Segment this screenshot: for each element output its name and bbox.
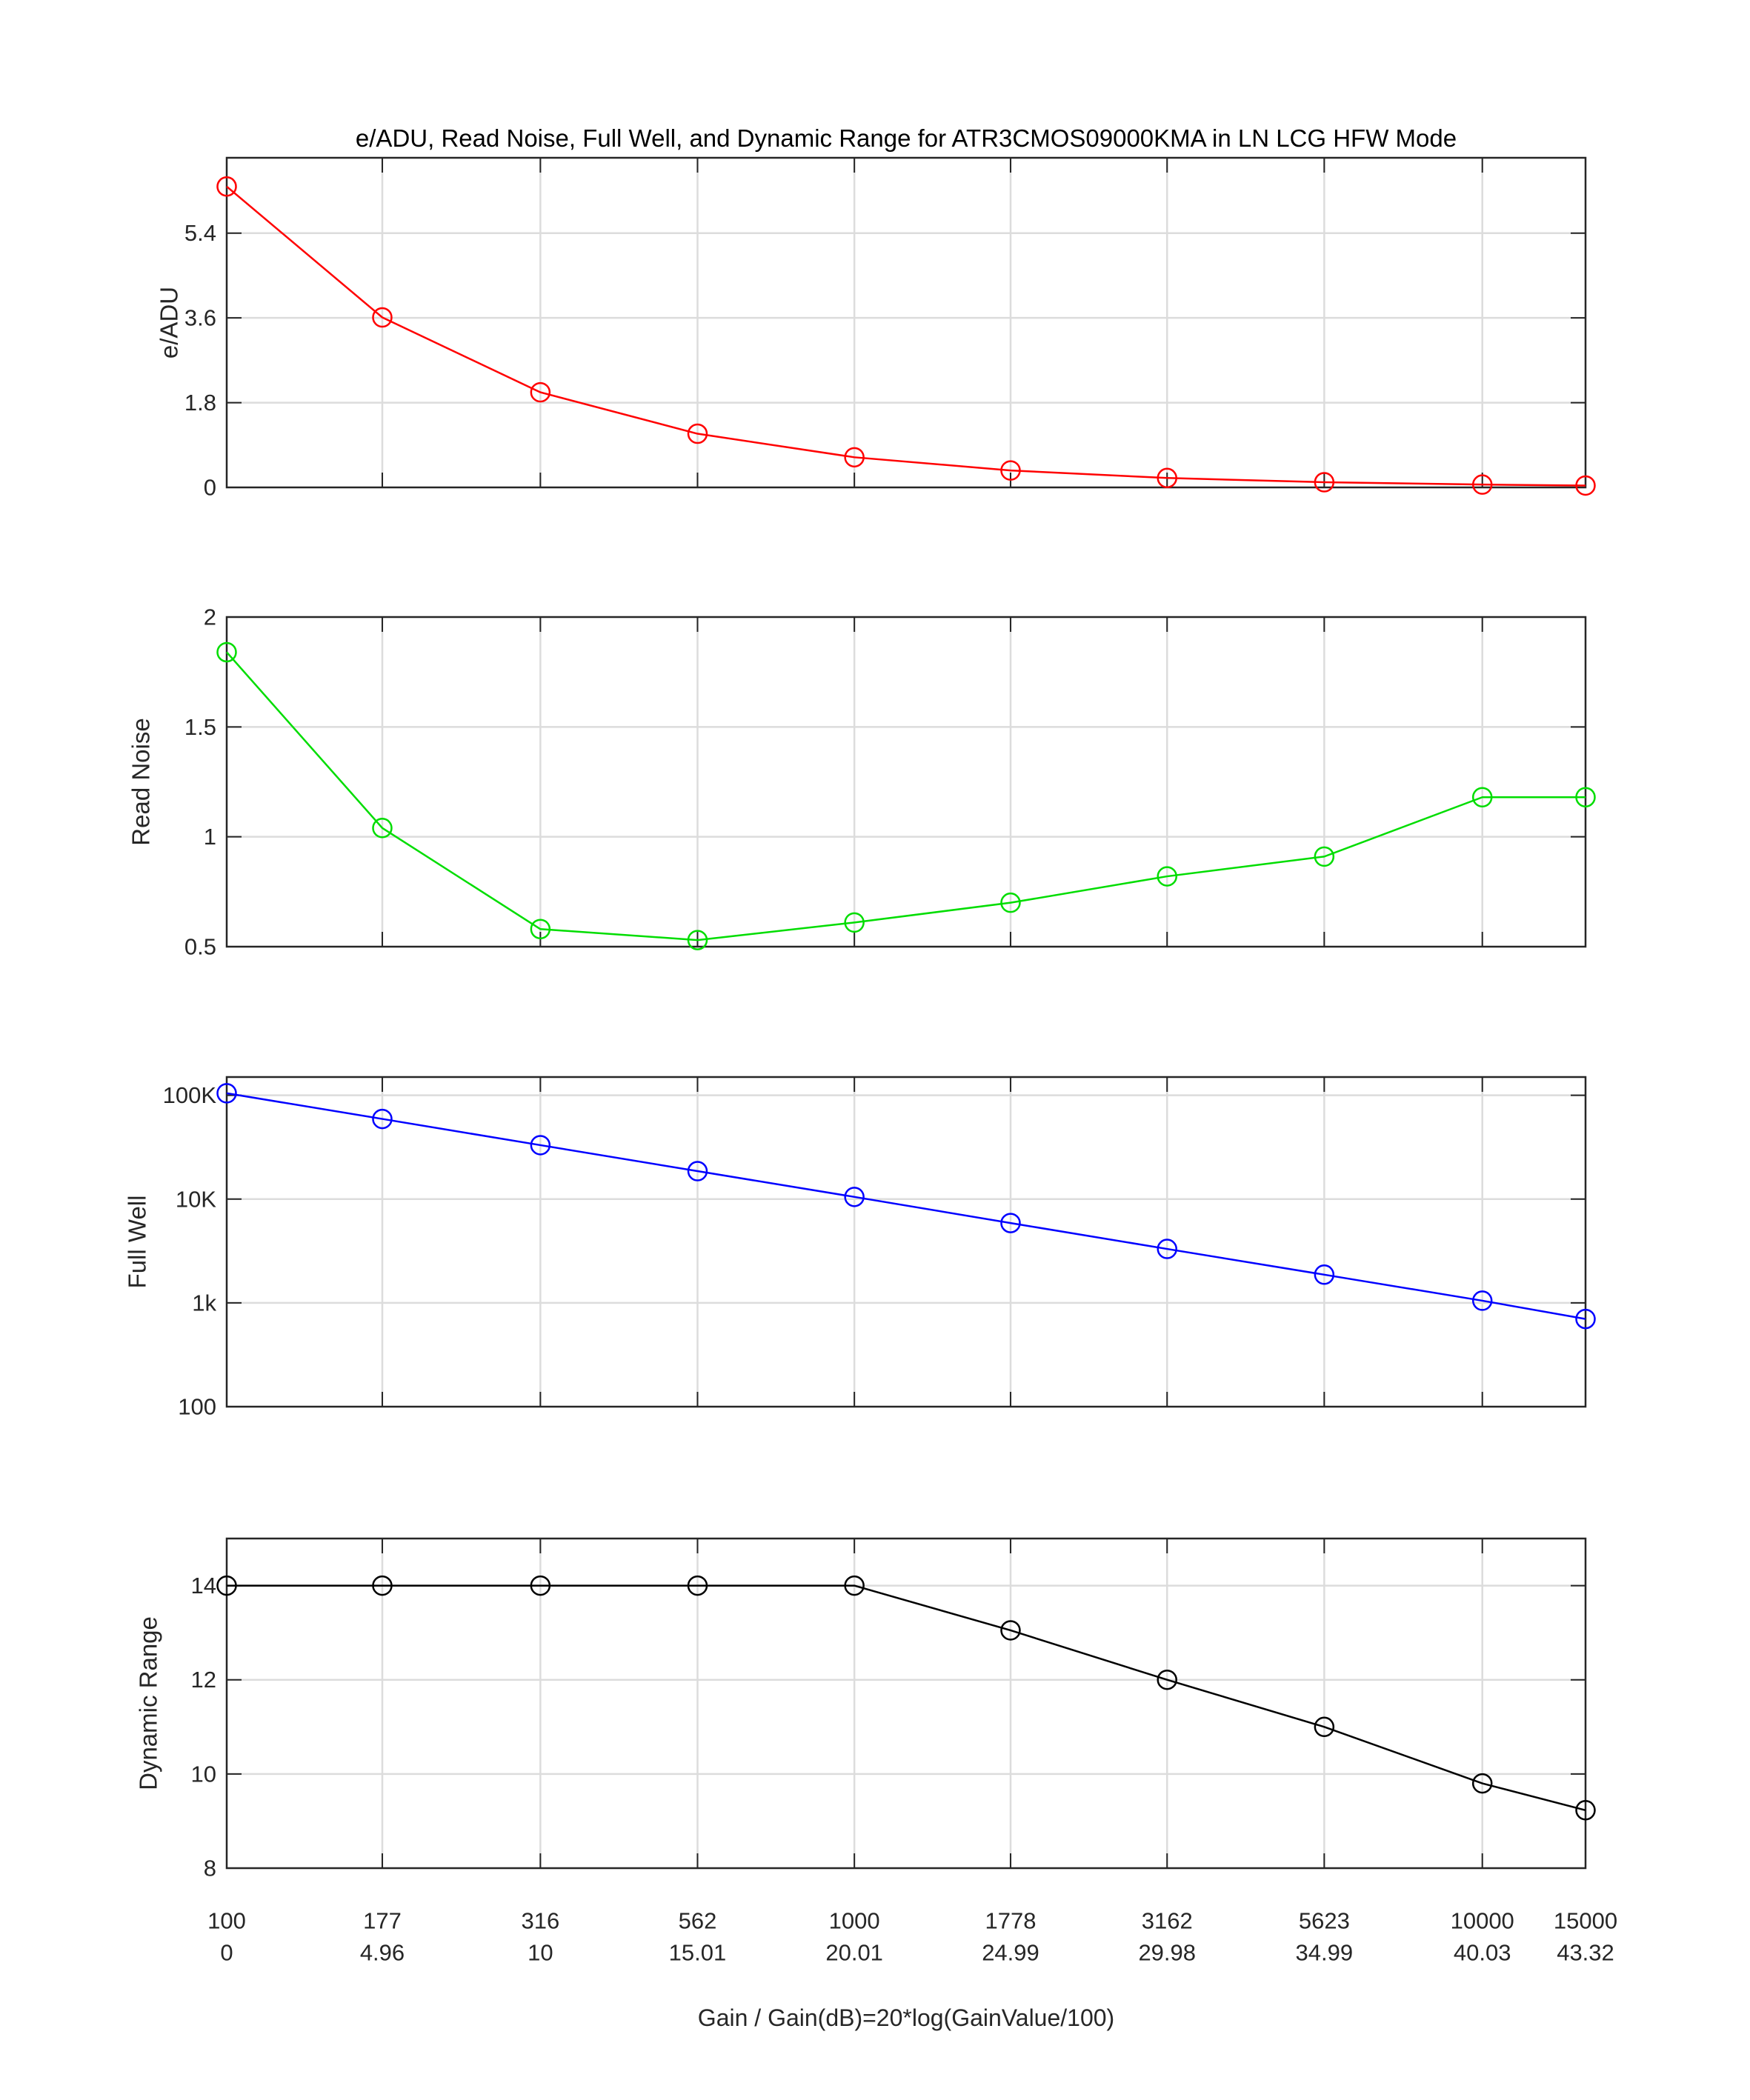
y-tick-label: 14 bbox=[191, 1573, 216, 1599]
y-tick-label: 0 bbox=[204, 475, 216, 501]
axes-box bbox=[225, 1076, 1587, 1408]
data-point-read-noise bbox=[1000, 892, 1021, 913]
series-line-dynamic-range bbox=[227, 1584, 1586, 1812]
data-point-full-well bbox=[1157, 1239, 1177, 1259]
x-tick-labels: 10001774.963161056215.01100020.01177824.… bbox=[207, 1908, 1617, 1966]
data-point-full-well bbox=[687, 1161, 708, 1181]
data-point-dynamic-range bbox=[530, 1575, 551, 1596]
x-tick-label-db: 29.98 bbox=[1138, 1940, 1196, 1966]
y-tick-label: 100 bbox=[178, 1394, 216, 1420]
data-point-full-well bbox=[1314, 1264, 1335, 1285]
data-point-dynamic-range bbox=[372, 1575, 393, 1596]
y-tick-label: 2 bbox=[204, 604, 216, 630]
axes-box bbox=[225, 156, 1587, 489]
data-point-dynamic-range bbox=[1000, 1620, 1021, 1641]
y-tick-label: 3.6 bbox=[184, 305, 216, 331]
series-line-read-noise bbox=[226, 651, 1586, 941]
data-point-read-noise bbox=[844, 912, 865, 933]
x-tick-label-gain: 5623 bbox=[1299, 1908, 1350, 1934]
x-tick-label-db: 4.96 bbox=[360, 1940, 405, 1966]
subplot-dynamic-range: 8 10 12 14 Dynamic Range bbox=[135, 1537, 1596, 1881]
x-tick-label-db: 34.99 bbox=[1296, 1940, 1354, 1966]
x-tick-label-gain: 1000 bbox=[829, 1908, 880, 1934]
data-point-read-noise bbox=[1314, 846, 1335, 867]
subplot-read-noise: 0.5 1 1.5 2 Read Noise bbox=[127, 604, 1596, 960]
data-point-e-adu bbox=[530, 381, 551, 403]
y-axis-title: Dynamic Range bbox=[135, 1616, 162, 1790]
data-point-read-noise bbox=[1575, 787, 1596, 808]
x-tick-label-db: 10 bbox=[528, 1940, 553, 1966]
data-point-full-well bbox=[216, 1083, 237, 1104]
x-tick-label-db: 43.32 bbox=[1557, 1940, 1614, 1966]
y-tick-label: 10K bbox=[176, 1186, 216, 1212]
data-point-dynamic-range bbox=[216, 1575, 237, 1596]
x-tick-label-db: 20.01 bbox=[825, 1940, 883, 1966]
series-line-e-adu bbox=[226, 185, 1586, 487]
x-tick-label-db: 40.03 bbox=[1454, 1940, 1511, 1966]
x-tick-label-gain: 562 bbox=[679, 1908, 717, 1934]
data-point-e-adu bbox=[372, 307, 393, 328]
series-line-full-well bbox=[226, 1092, 1586, 1320]
y-tick-label: 8 bbox=[204, 1856, 216, 1881]
data-point-dynamic-range bbox=[1157, 1669, 1177, 1690]
y-tick-label: 100K bbox=[163, 1082, 217, 1108]
x-tick-label-db: 0 bbox=[220, 1940, 233, 1966]
y-tick-label: 10 bbox=[191, 1761, 216, 1787]
y-axis-title: e/ADU bbox=[156, 287, 183, 359]
y-tick-label: 1 bbox=[204, 824, 216, 850]
data-point-e-adu bbox=[844, 447, 865, 468]
data-point-dynamic-range bbox=[1471, 1773, 1493, 1794]
data-point-read-noise bbox=[530, 919, 551, 940]
data-point-full-well bbox=[1471, 1290, 1493, 1311]
y-tick-label: 0.5 bbox=[184, 934, 216, 960]
y-tick-label: 1.5 bbox=[184, 714, 216, 740]
data-point-full-well bbox=[372, 1108, 393, 1130]
data-point-full-well bbox=[844, 1187, 865, 1207]
data-point-e-adu bbox=[1575, 475, 1596, 496]
data-point-read-noise bbox=[216, 641, 237, 663]
x-tick-label-gain: 100 bbox=[207, 1908, 246, 1934]
x-tick-label-db: 24.99 bbox=[982, 1940, 1039, 1966]
data-point-dynamic-range bbox=[1575, 1800, 1596, 1821]
y-axis-title: Read Noise bbox=[127, 718, 155, 845]
data-point-e-adu bbox=[1471, 474, 1493, 495]
y-tick-label: 1.8 bbox=[184, 390, 216, 416]
y-axis-title: Full Well bbox=[124, 1196, 151, 1289]
data-point-e-adu bbox=[216, 176, 237, 197]
x-tick-label-gain: 1778 bbox=[985, 1908, 1036, 1934]
data-point-full-well bbox=[1000, 1213, 1021, 1233]
data-point-e-adu bbox=[687, 423, 708, 444]
y-tick-label: 1k bbox=[192, 1290, 216, 1316]
x-tick-label-gain: 3162 bbox=[1142, 1908, 1193, 1934]
x-tick-label-gain: 316 bbox=[521, 1908, 559, 1934]
data-point-read-noise bbox=[1157, 866, 1177, 887]
axes-box bbox=[225, 616, 1587, 948]
y-tick-label: 5.4 bbox=[184, 220, 216, 246]
x-tick-label-gain: 10000 bbox=[1451, 1908, 1514, 1934]
subplot-full-well: 100 1k 10K 100K Full Well bbox=[124, 1076, 1596, 1420]
data-point-e-adu bbox=[1000, 460, 1021, 481]
data-point-full-well bbox=[530, 1135, 551, 1156]
data-point-e-adu bbox=[1314, 472, 1335, 493]
x-tick-label-gain: 15000 bbox=[1554, 1908, 1617, 1934]
subplot-e-adu: 0 1.8 3.6 5.4 e/ADU bbox=[156, 156, 1596, 501]
data-point-e-adu bbox=[1157, 467, 1177, 489]
data-point-read-noise bbox=[1471, 787, 1493, 808]
data-point-full-well bbox=[1575, 1308, 1596, 1330]
y-tick-label: 12 bbox=[191, 1667, 216, 1693]
data-point-read-noise bbox=[687, 930, 708, 950]
axes-box bbox=[225, 1537, 1587, 1870]
data-point-dynamic-range bbox=[687, 1575, 708, 1596]
x-tick-label-gain: 177 bbox=[363, 1908, 402, 1934]
x-tick-label-db: 15.01 bbox=[669, 1940, 727, 1966]
data-point-dynamic-range bbox=[1314, 1716, 1335, 1738]
data-point-read-noise bbox=[372, 818, 393, 839]
x-axis-label: Gain / Gain(dB)=20*log(GainValue/100) bbox=[697, 2004, 1115, 2031]
data-point-dynamic-range bbox=[844, 1575, 865, 1596]
chart-title: e/ADU, Read Noise, Full Well, and Dynami… bbox=[355, 124, 1457, 152]
